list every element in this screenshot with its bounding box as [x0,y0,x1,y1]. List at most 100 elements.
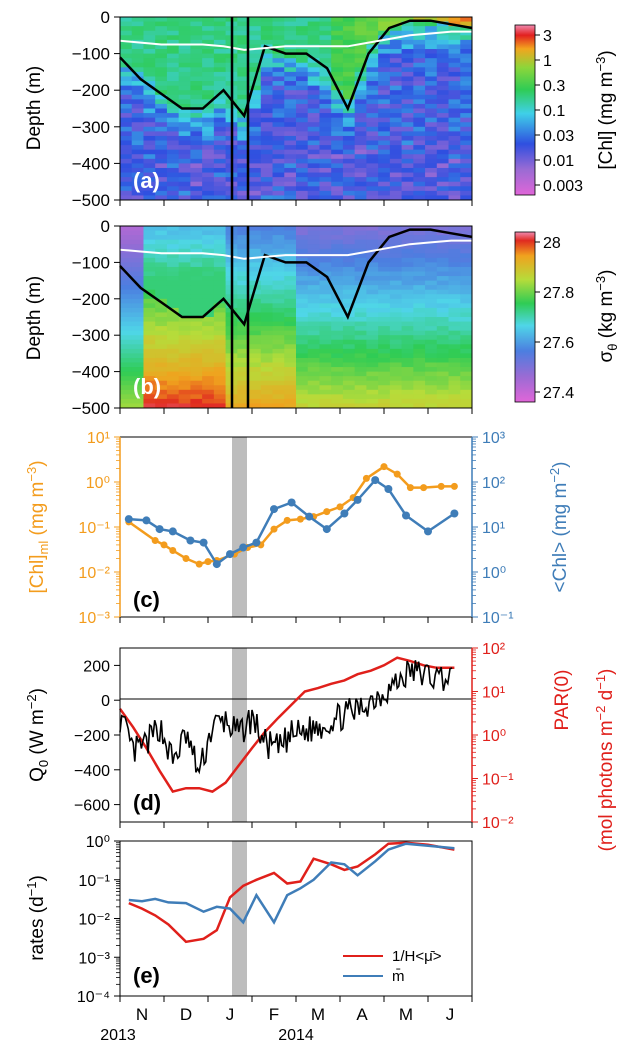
y-tick-label: 10⁻⁴ [77,989,110,1006]
chl-integrated-point [305,512,314,521]
chl-integrated-point [371,476,380,485]
panel-d-series [118,656,455,794]
x-year-label-2013: 2013 [100,1027,136,1044]
panel-a-ylabel: Depth (m) [24,66,45,150]
panel-a: (a) 0 −100 −200 −300 −400 −500 Depth (m) 3 1 0.… [24,8,617,210]
colorbar-tick-label: 0.01 [543,153,574,170]
sigma-colorbar-label: σθ (kg m−3) [593,270,620,363]
growth-rate-line [128,841,455,944]
chl-integrated-point [124,515,133,524]
panel-e-frame [119,840,473,997]
chl-ml-point [336,503,344,511]
right-tick-label: 10² [482,475,506,492]
chl-integrated-point [155,525,164,534]
right-tick-label: 10⁻¹ [482,772,514,789]
y-tick-label: −100 [72,253,110,272]
panel-e-series [128,841,455,944]
right-tick-label: 10¹ [482,685,505,702]
left-tick-label: 10⁰ [86,475,110,492]
chl-ml-point [270,525,278,533]
y-tick-label: −500 [72,399,110,418]
y-tick-label: 10⁰ [86,834,110,851]
panel-d-ylabel-right-2: (mol photons m−2 d−1) [593,669,617,852]
colorbar-tick-label: 28 [543,235,561,252]
x-month-label: M [311,1005,325,1024]
panel-c-frame [119,436,473,618]
chl-colorbar [514,24,536,196]
panel-d-ylabel-left: Q0 (W m−2) [24,688,51,782]
x-month-label: J [226,1005,235,1024]
colorbar-tick-label: 27.6 [543,335,574,352]
par-line [118,656,455,794]
colorbar-tick-label: 27.4 [543,385,574,402]
x-year-label-2014: 2014 [278,1027,314,1044]
left-tick-label: 200 [83,658,110,675]
chl-integrated-point [252,538,261,547]
chl-ml-point [393,470,401,478]
right-tick-label: 10⁻¹ [482,610,514,627]
gray-band-c [232,437,247,617]
gray-band-d [232,648,247,822]
chl-integrated-line [128,478,456,566]
colorbar-tick-label: 3 [543,28,552,45]
chl-integrated-point [239,543,248,552]
colorbar-tick-label: 0.003 [543,178,583,195]
sigma-colorbar [514,231,536,403]
chl-ml-point [283,516,291,524]
y-tick-label: −300 [72,118,110,137]
chl-integrated-point [270,505,278,514]
y-tick-label: −300 [72,326,110,345]
chl-integrated-point [353,495,362,504]
chl-integrated-point [142,516,151,525]
panel-b-ylabel: Depth (m) [24,276,45,360]
left-tick-label: −400 [74,763,110,780]
chl-integrated-point [322,525,331,534]
left-tick-label: 10⁻² [78,565,110,582]
chl-ml-point [160,541,168,549]
panel-c-ylabel-left: [Chl]ml (mg m−3) [24,460,51,593]
mixed-layer-depth-line-a [119,19,473,119]
x-month-label: A [356,1005,368,1024]
chl-ml-point [296,515,304,523]
chl-integrated-point [384,485,393,493]
panel-e: (e) 10⁰ 10⁻¹ 10⁻² 10⁻³ 10⁻⁴ rates (d−1) 1/H<… [24,834,473,1006]
chl-integrated-point [424,527,432,536]
panel-d-label: (d) [133,790,161,815]
y-tick-label: −200 [72,290,110,309]
sigma-colorbar-ticks: 28 27.8 27.6 27.4 [535,235,574,402]
panel-c-label: (c) [133,587,160,612]
colorbar-tick-label: 0.1 [543,103,565,120]
panel-c-series [124,463,459,569]
colorbar-tick-label: 1 [543,53,552,70]
panel-e-ylabel: rates (d−1) [24,875,48,961]
x-month-label: D [180,1005,192,1024]
x-month-label: J [446,1005,455,1024]
chl-ml-point [406,484,414,492]
chl-ml-point [323,508,331,516]
panel-d: (d) 200 0 −200 −400 −600 10² 10¹ 10⁰ 10⁻¹ 10⁻² Q0… [24,641,617,851]
chl-integrated-point [402,511,410,520]
y-tick-label: 10⁻³ [78,950,110,967]
chl-colorbar-label: [Chl] (mg m−3) [593,50,617,169]
panel-c-axes: 10¹ 10⁰ 10⁻¹ 10⁻² 10⁻³ 10³ 10² 10¹ 10⁰ 10⁻¹ [78,430,513,627]
panel-d-axes: 200 0 −200 −400 −600 10² 10¹ 10⁰ 10⁻¹ 10⁻² [74,641,514,832]
time-axis: N D J F M A M J 2013 2014 [100,200,473,1044]
chl-ml-point [450,482,458,490]
right-tick-label: 10² [482,641,506,658]
panel-c-ylabel-right: <Chl> (mg m−2) [547,462,571,593]
panel-d-ylabel-right-1: PAR(0) [552,670,573,731]
y-tick-label: −500 [72,191,110,210]
left-tick-label: 0 [101,693,110,710]
mixed-layer-depth-line-b [119,228,473,327]
right-tick-label: 10⁻² [482,815,514,832]
chl-ml-point [420,484,428,492]
legend-label-growth: 1/H<μ̄> [392,948,442,965]
colorbar-tick-label: 27.8 [543,285,574,302]
panel-e-axes: 10⁰ 10⁻¹ 10⁻² 10⁻³ 10⁻⁴ [77,834,120,1006]
chl-ml-point [362,474,370,482]
panel-b-label: (b) [133,374,161,399]
chl-ml-point [204,558,212,566]
right-tick-label: 10⁰ [482,565,506,582]
panel-c: (c) 10¹ 10⁰ 10⁻¹ 10⁻² 10⁻³ 10³ 10² 10¹ 10⁰ 10⁻¹ [… [24,430,571,627]
